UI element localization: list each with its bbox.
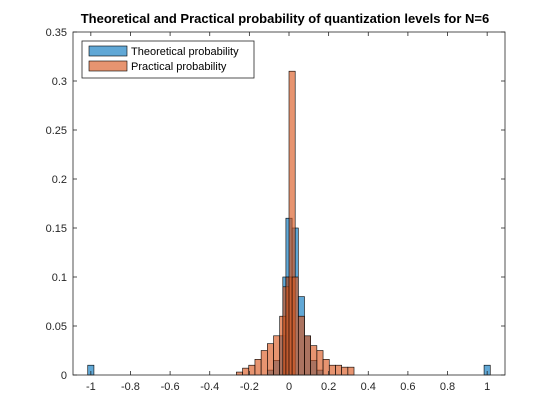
x-tick-label: 0.4 [361, 381, 376, 393]
y-tick-label: 0.15 [46, 223, 67, 235]
practical-bar-3 [254, 359, 262, 376]
practical-bar-5 [267, 343, 274, 376]
y-tick-label: 0.1 [52, 272, 67, 284]
practical-bar-12 [297, 315, 305, 376]
x-tick-label: -0.8 [121, 381, 140, 393]
x-tick-label: 0.8 [440, 381, 455, 393]
y-tick-label: 0.3 [52, 76, 67, 88]
x-tick-label: 0 [286, 381, 292, 393]
practical-bar-13 [304, 335, 311, 376]
practical-bar-11 [291, 276, 299, 376]
x-tick-label: 1 [484, 381, 490, 393]
x-tick-label: 0.6 [400, 381, 415, 393]
practical-bar-0 [236, 371, 243, 376]
x-tick-label: 0.2 [321, 381, 336, 393]
x-tick-label: -0.2 [240, 381, 259, 393]
y-tick-label: 0.35 [46, 27, 67, 39]
practical-bar-20 [347, 366, 355, 376]
y-tick-label: 0.2 [52, 174, 67, 186]
chart-title: Theoretical and Practical probability of… [81, 11, 490, 26]
practical-bar-19 [341, 366, 349, 376]
practical-bar-17 [328, 364, 336, 376]
practical-bar-14 [310, 345, 318, 376]
legend-label-theoretical: Theoretical probability [131, 46, 239, 58]
practical-bar-18 [335, 364, 342, 376]
legend-swatch-theoretical [88, 45, 128, 57]
practical-bar-15 [316, 350, 324, 376]
legend: Theoretical probability Practical probabi… [81, 40, 255, 79]
x-tick-label: -0.6 [161, 381, 180, 393]
practical-bars [236, 70, 355, 376]
practical-bar-1 [242, 367, 250, 376]
y-tick-label: 0.05 [46, 321, 67, 333]
y-tick-label: 0 [61, 370, 67, 382]
practical-bar-4 [260, 350, 268, 376]
x-tick-label: -0.4 [200, 381, 219, 393]
legend-swatch-practical [88, 60, 128, 72]
x-tick-label: -1 [86, 381, 96, 393]
y-tick-label: 0.25 [46, 125, 67, 137]
axes: -1 -0.8 -0.6 -0.4 -0.2 0 0.2 0.4 0.6 0.8 1 0 0.05 0.1… [46, 27, 506, 393]
legend-label-practical: Practical probability [131, 61, 227, 73]
practical-bar-6 [273, 335, 281, 376]
